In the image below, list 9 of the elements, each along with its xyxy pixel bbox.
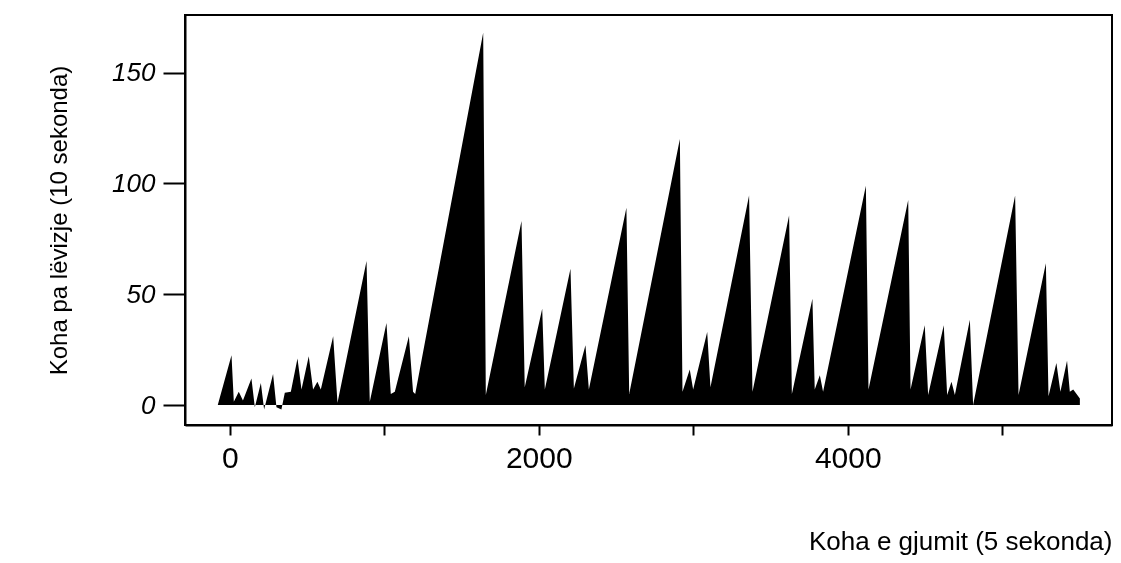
y-tick-label: 50 <box>126 278 157 309</box>
x-tick-label: 2000 <box>505 440 573 474</box>
x-tick-label: 0 <box>221 440 239 474</box>
y-tick-label: 150 <box>112 57 157 88</box>
x-axis-title: Koha e gjumit (5 sekonda) <box>808 525 1113 556</box>
y-tick-label: 0 <box>141 389 157 420</box>
y-tick-label: 100 <box>112 167 157 198</box>
y-axis-title: Koha pa lëvizje (10 sekonda) <box>45 65 73 376</box>
x-tick-label: 4000 <box>814 440 882 474</box>
